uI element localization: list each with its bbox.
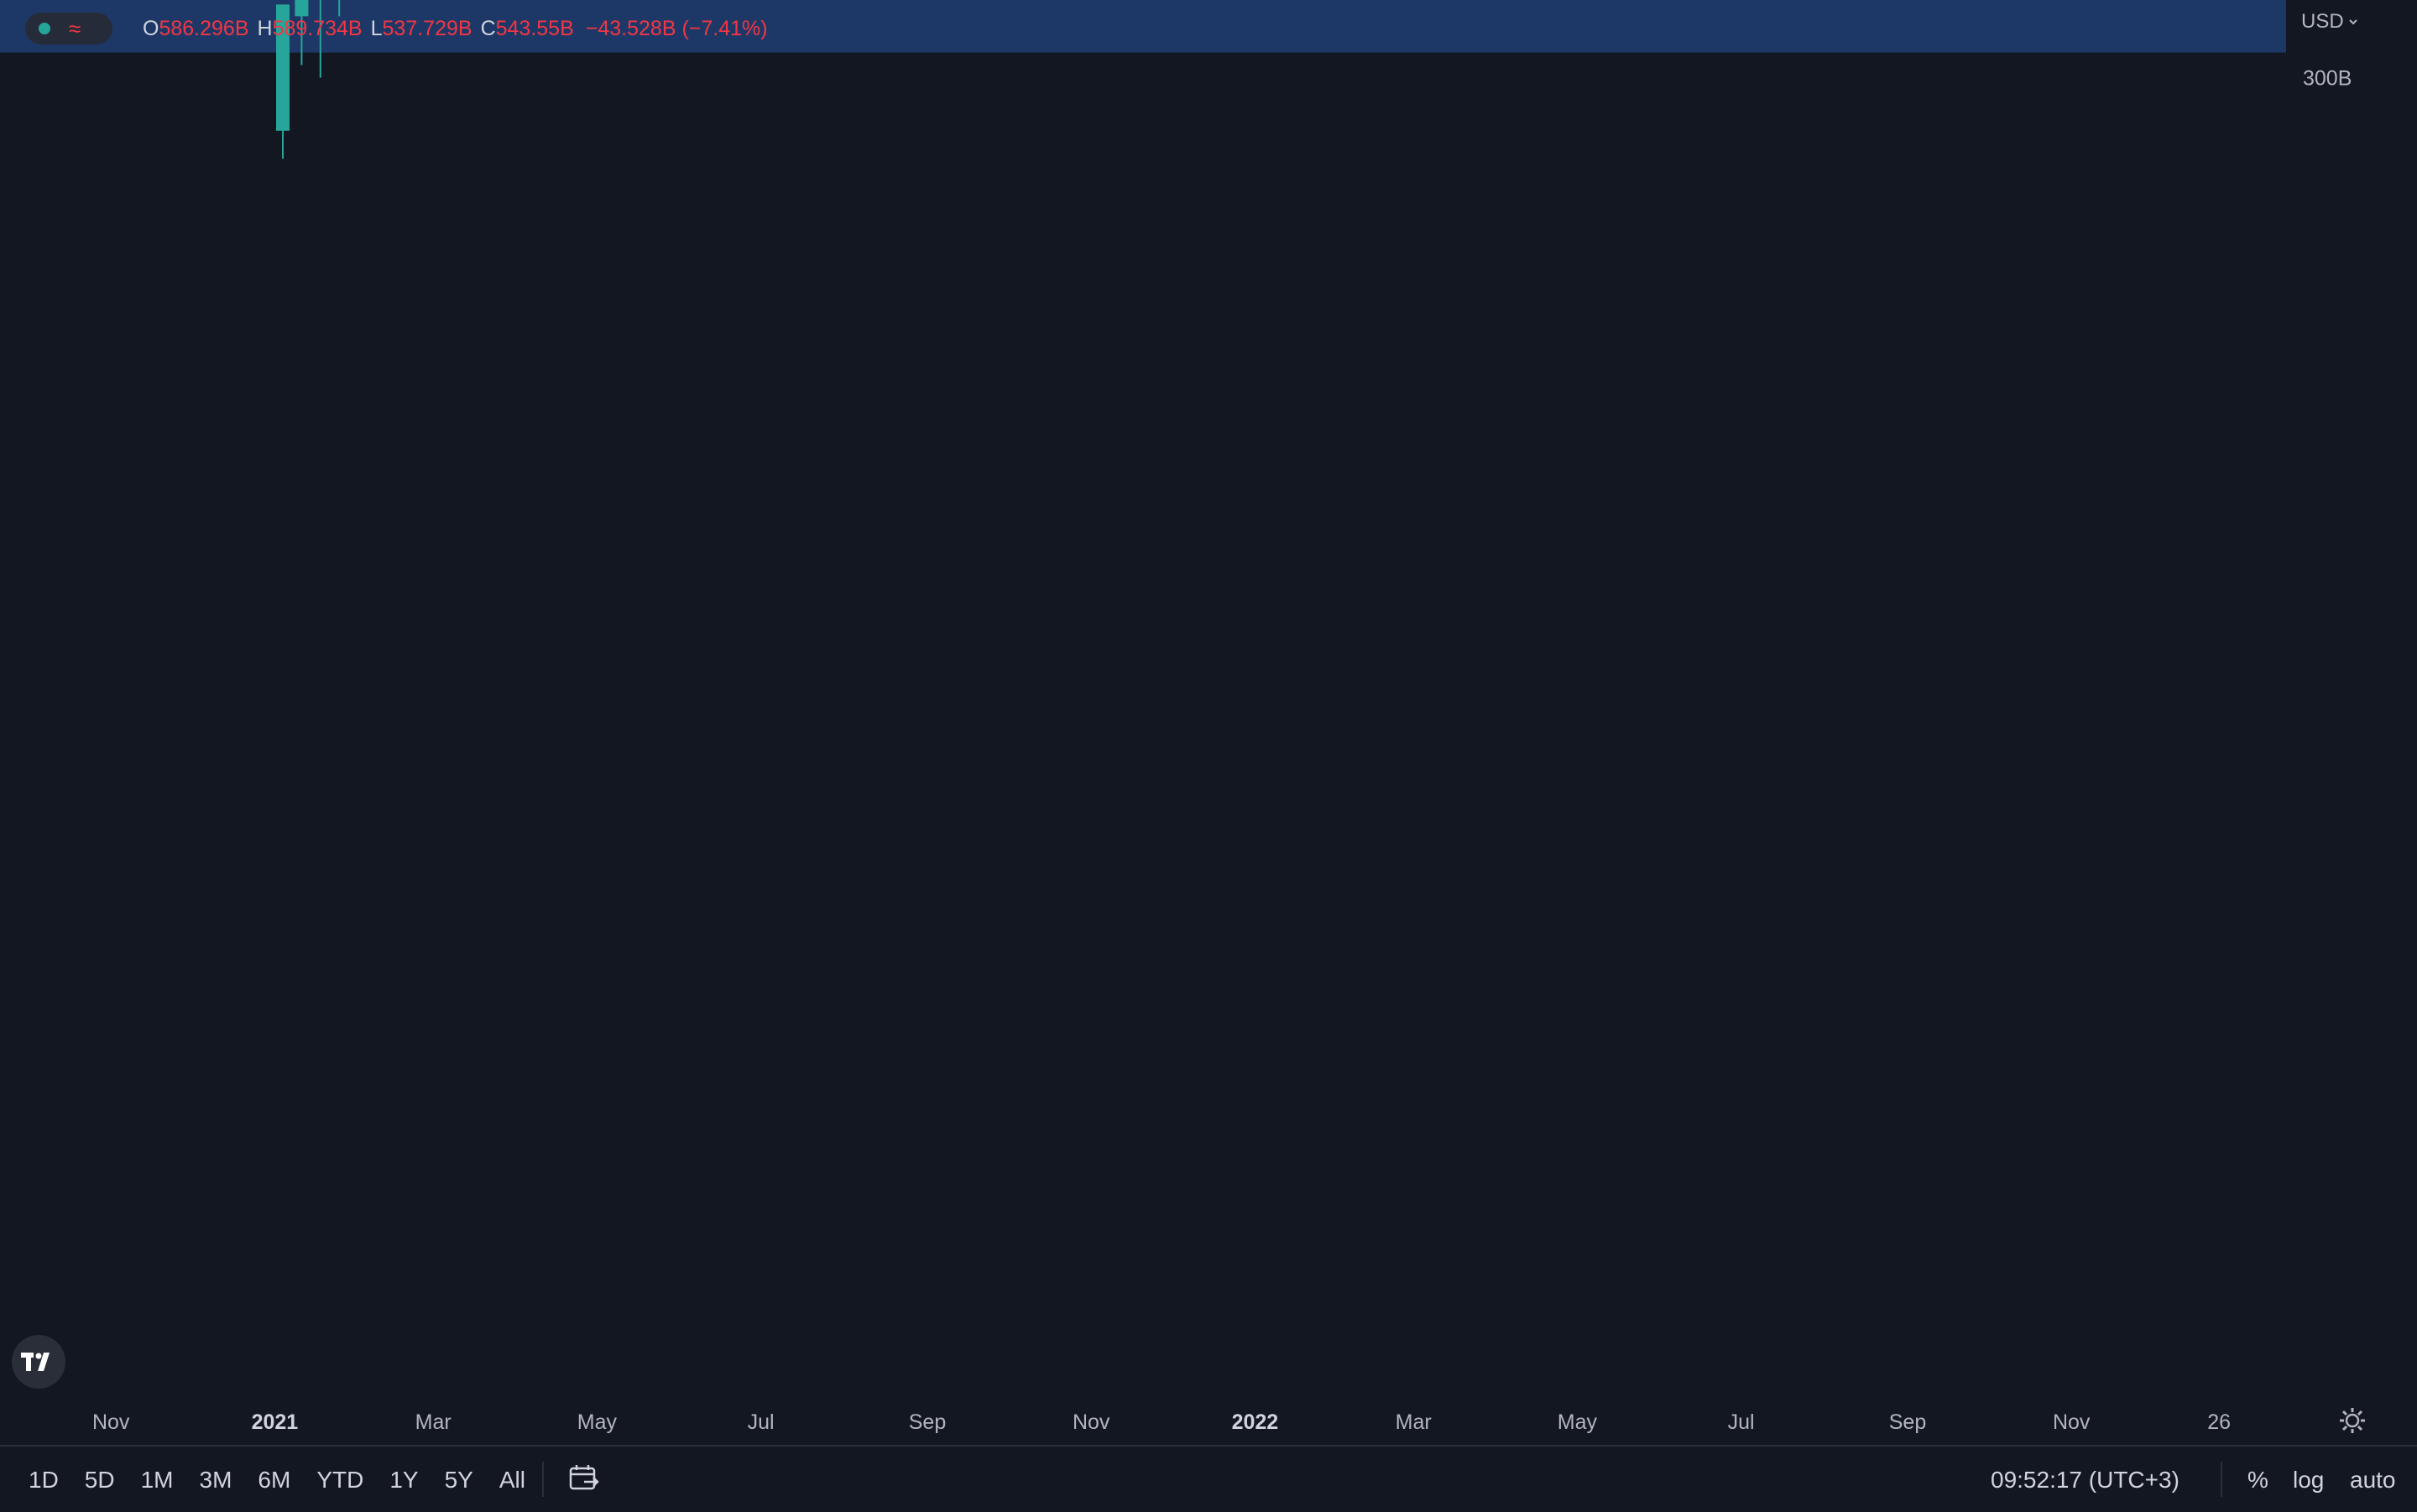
x-tick-label: 2021 <box>252 1410 299 1434</box>
x-tick-label: May <box>577 1410 618 1434</box>
x-tick-label: Mar <box>415 1410 452 1434</box>
green-dot-icon <box>39 23 50 34</box>
currency-label: USD <box>2301 10 2344 33</box>
range-buttons: 1D 5D 1M 3M 6M YTD 1Y 5Y All <box>29 1467 551 1494</box>
range-6m-button[interactable]: 6M <box>258 1467 291 1493</box>
x-tick-label: 26 <box>2207 1410 2231 1434</box>
x-tick-label: Nov <box>1073 1410 1110 1434</box>
low-value: 537.729B <box>382 16 472 40</box>
toolbar-divider <box>542 1462 544 1497</box>
close-value: 543.55B <box>495 16 574 40</box>
close-label: C <box>480 16 496 40</box>
chevron-down-icon <box>2348 19 2357 25</box>
candle-body <box>295 0 309 17</box>
x-tick-label: Sep <box>909 1410 946 1434</box>
x-tick-label: Nov <box>92 1410 130 1434</box>
x-tick-label: Nov <box>2053 1410 2091 1434</box>
x-tick-label: Mar <box>1396 1410 1432 1434</box>
range-3m-button[interactable]: 3M <box>199 1467 232 1493</box>
toolbar-divider-2 <box>2221 1462 2222 1497</box>
x-tick-label: 2022 <box>1232 1410 1279 1434</box>
candle-body <box>276 4 290 131</box>
high-label: H <box>257 16 273 40</box>
change-value: −43.528B (−7.41%) <box>585 16 768 40</box>
low-label: L <box>370 16 383 40</box>
clock-display[interactable]: 09:52:17 (UTC+3) <box>1991 1467 2179 1493</box>
tradingview-logo-icon <box>21 1353 50 1371</box>
x-tick-label: Jul <box>1728 1410 1755 1434</box>
wave-icon: ≈ <box>69 15 81 41</box>
open-value: 586.296B <box>159 16 249 40</box>
auto-scale-button[interactable]: auto <box>2350 1467 2396 1493</box>
legend-toggle[interactable]: ≈ <box>25 13 112 44</box>
x-tick-label: Jul <box>748 1410 775 1434</box>
range-1y-button[interactable]: 1Y <box>389 1467 419 1493</box>
calendar-goto-icon[interactable] <box>567 1462 601 1495</box>
percent-scale-button[interactable]: % <box>2247 1467 2268 1493</box>
gear-icon[interactable] <box>2338 1406 2367 1435</box>
currency-selector[interactable]: USD <box>2301 10 2359 34</box>
ohlc-legend: ≈ O 586.296B H 589.734B L 537.729B C 543.55B… <box>25 12 768 45</box>
bottom-toolbar: 1D 5D 1M 3M 6M YTD 1Y 5Y All 09:52:17 (U… <box>0 1445 2417 1512</box>
range-5y-button[interactable]: 5Y <box>444 1467 473 1493</box>
open-label: O <box>143 16 159 40</box>
tradingview-logo[interactable] <box>12 1335 65 1389</box>
range-1m-button[interactable]: 1M <box>140 1467 174 1493</box>
high-value: 589.734B <box>272 16 363 40</box>
zone-4 <box>0 0 2286 53</box>
range-all-button[interactable]: All <box>499 1467 525 1493</box>
x-tick-label: May <box>1558 1410 1598 1434</box>
x-tick-label: Sep <box>1889 1410 1926 1434</box>
log-scale-button[interactable]: log <box>2293 1467 2325 1493</box>
range-ytd-button[interactable]: YTD <box>316 1467 364 1493</box>
range-1d-button[interactable]: 1D <box>29 1467 59 1493</box>
y-tick-label: 300B <box>2303 67 2352 91</box>
range-5d-button[interactable]: 5D <box>84 1467 115 1493</box>
